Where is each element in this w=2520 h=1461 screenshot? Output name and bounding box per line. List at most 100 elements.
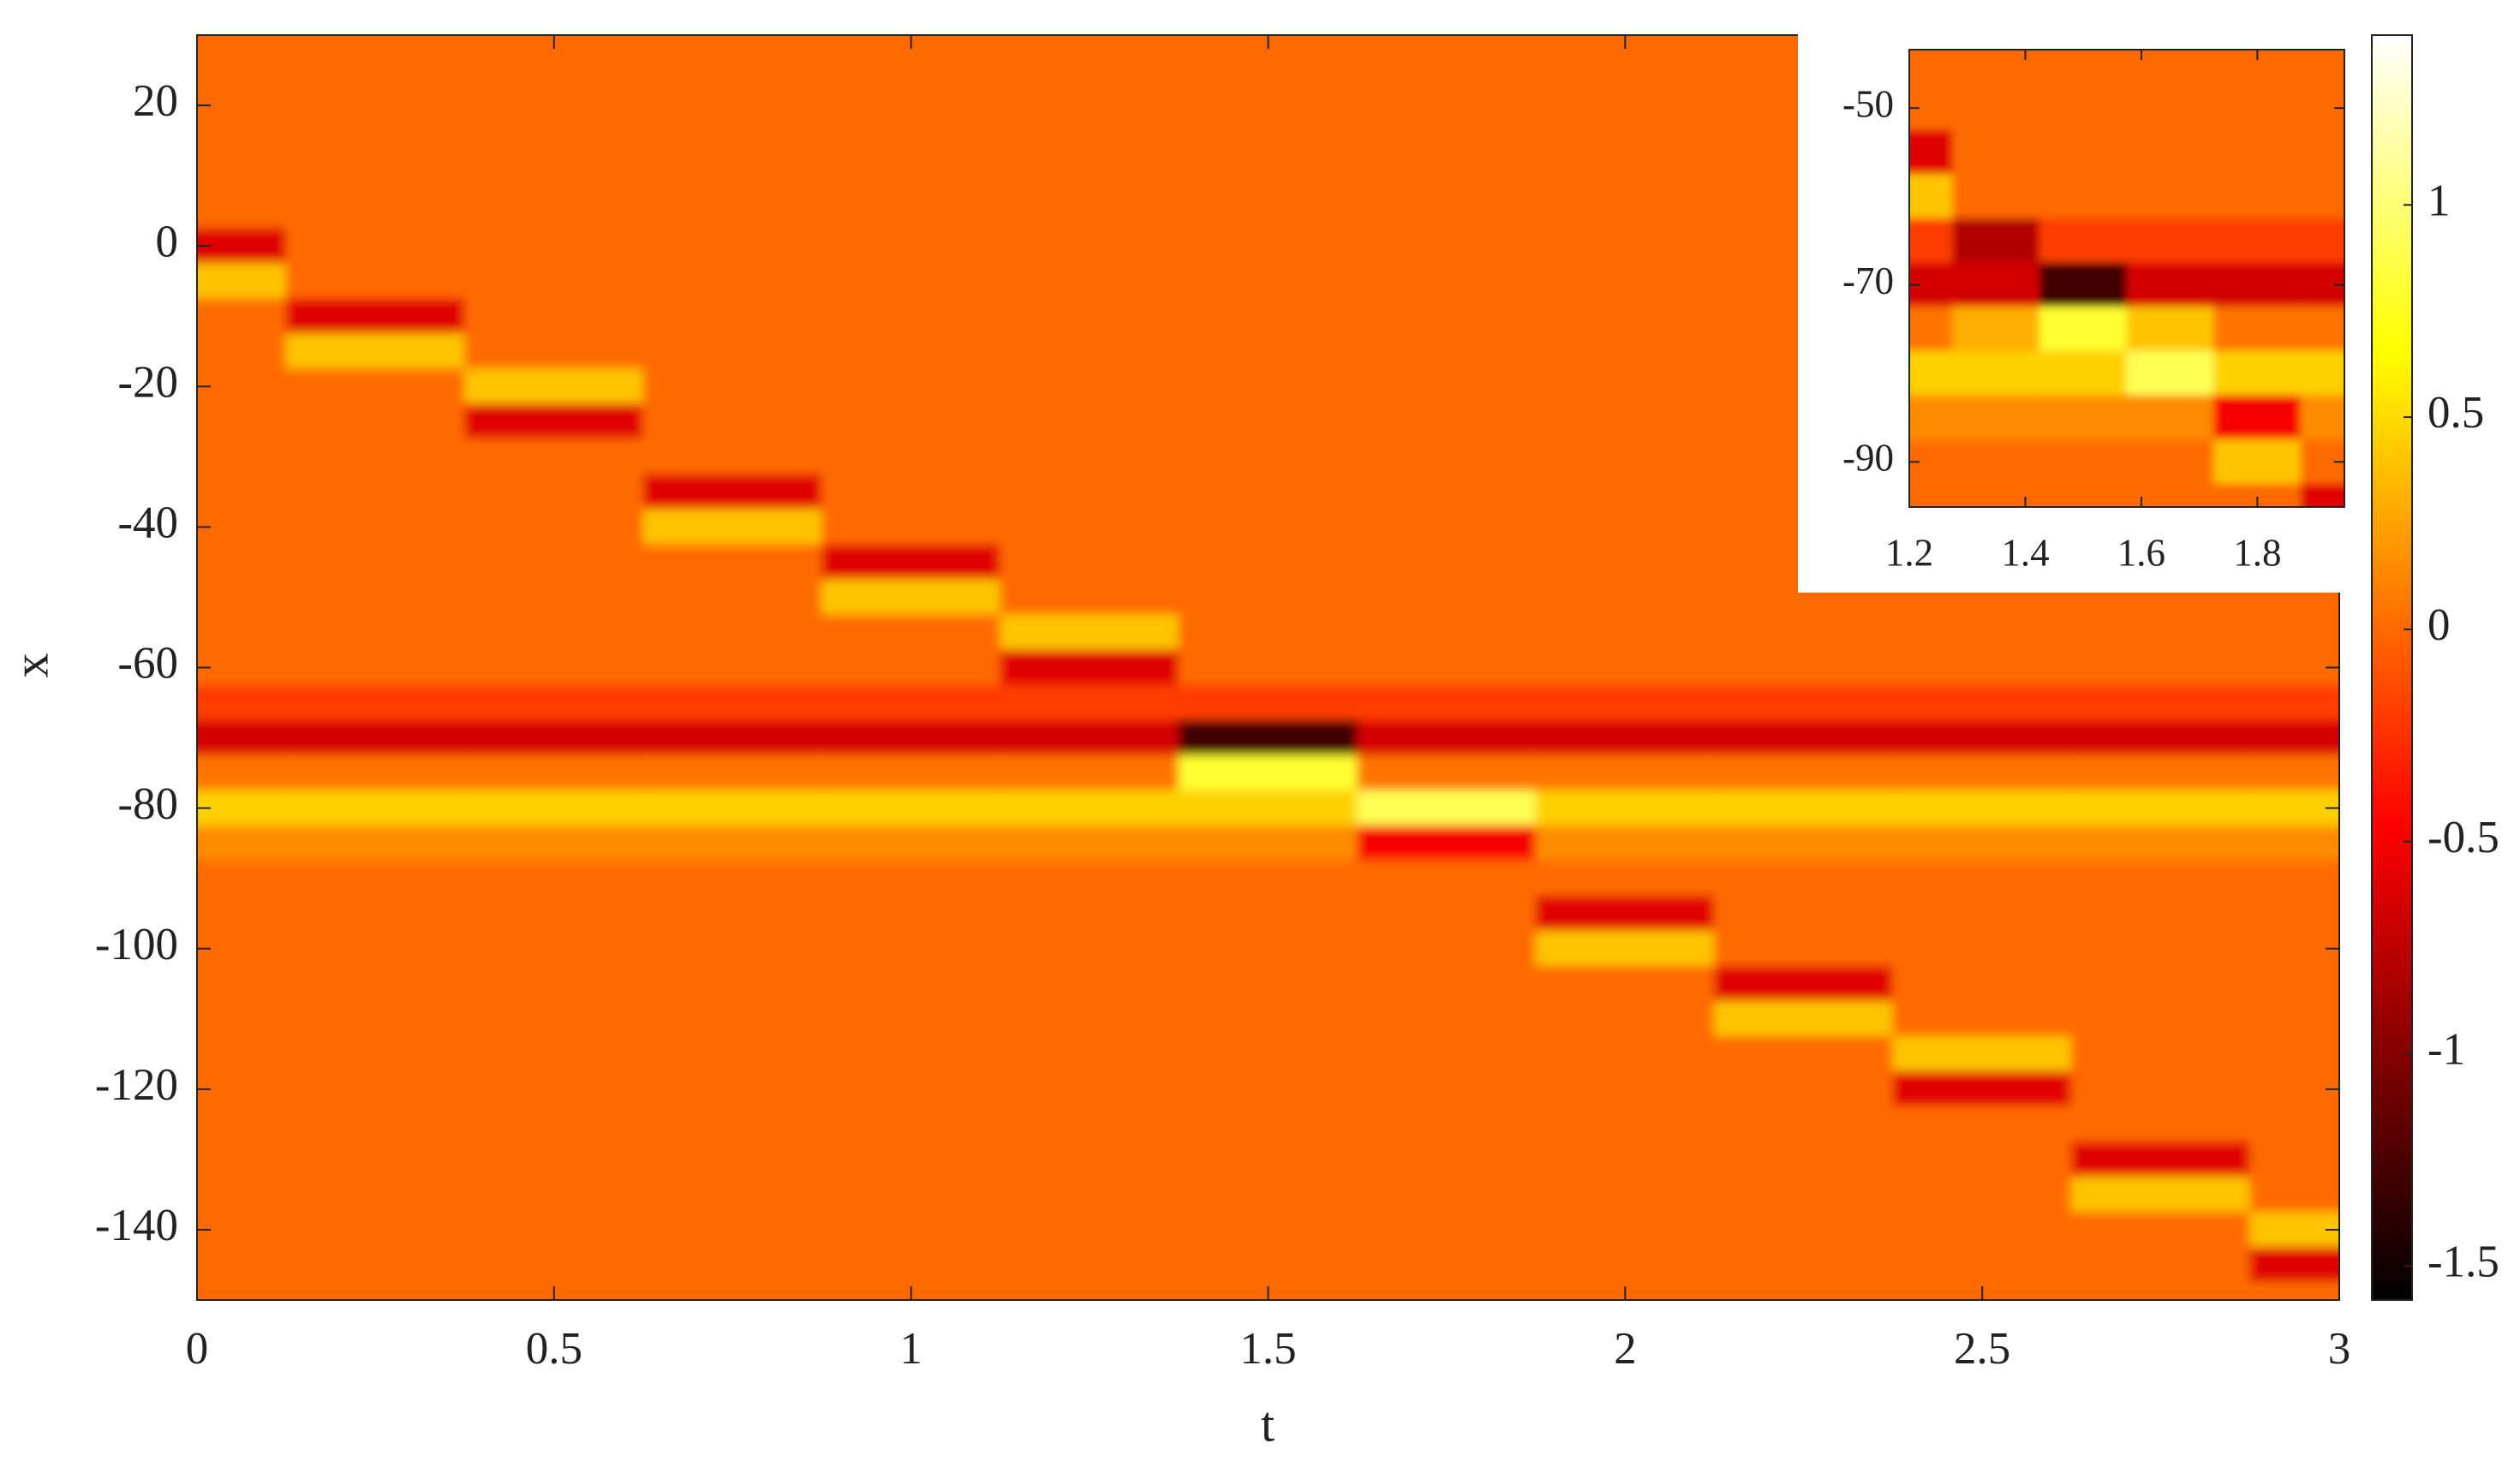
y-tick-label: -90 [1842, 437, 1894, 480]
heatmap-cell [1178, 1211, 1359, 1248]
heatmap-cell [2249, 1141, 2339, 1178]
heatmap-cell [1178, 1106, 1359, 1142]
heatmap-cell [1178, 509, 1359, 546]
heatmap-cell [1357, 52, 1537, 89]
heatmap-cell [1178, 649, 1359, 686]
heatmap-cell [285, 1211, 466, 1248]
heatmap-cell [1000, 1141, 1179, 1178]
heatmap-cell [464, 1000, 644, 1037]
heatmap-cell [2249, 1035, 2339, 1072]
heatmap-cell [1535, 1035, 1716, 1072]
heatmap-cell [1000, 228, 1179, 265]
heatmap-cell [197, 35, 287, 54]
heatmap-cell [1178, 368, 1359, 405]
heatmap-cell [2249, 649, 2339, 686]
heatmap-cell [1357, 790, 1537, 826]
heatmap-cell [2300, 350, 2344, 397]
heatmap-cell [1000, 895, 1179, 932]
heatmap-cell [464, 544, 644, 581]
heatmap-cell [1178, 263, 1359, 300]
heatmap-cell [1535, 1246, 1716, 1283]
heatmap-cell [642, 1211, 822, 1248]
heatmap-cell [464, 52, 644, 89]
heatmap-cell [285, 35, 466, 54]
heatmap-cell [642, 263, 822, 300]
heatmap-cell [464, 649, 644, 686]
heatmap-cell [1535, 860, 1716, 897]
heatmap-cell [197, 228, 287, 265]
heatmap-cell [1178, 825, 1359, 862]
heatmap-cell [1178, 860, 1359, 897]
heatmap-cell [1535, 614, 1716, 651]
heatmap-cell [2126, 439, 2215, 485]
heatmap-cell [1714, 1211, 1894, 1248]
heatmap-cell [2039, 483, 2128, 507]
heatmap-cell [2126, 350, 2215, 397]
heatmap-cell [464, 438, 644, 475]
heatmap-cell [1000, 368, 1179, 405]
heatmap [1909, 50, 2344, 507]
heatmap-cell [642, 1000, 822, 1037]
heatmap-cell [1535, 263, 1716, 300]
y-tick-label: -70 [1842, 259, 1894, 302]
heatmap-cell [2249, 684, 2339, 721]
heatmap-cell [821, 1106, 1001, 1142]
heatmap-cell [285, 754, 466, 791]
heatmap-cell [1714, 614, 1894, 651]
heatmap-cell [285, 895, 466, 932]
heatmap-cell [1892, 719, 2072, 756]
colorbar-tick-label: -0.5 [2427, 813, 2499, 862]
heatmap-cell [2126, 85, 2215, 131]
heatmap-cell [1357, 684, 1537, 721]
heatmap-cell [197, 193, 287, 230]
heatmap-cell [2039, 262, 2128, 308]
heatmap-cell [1892, 790, 2072, 826]
heatmap-cell [1535, 438, 1716, 475]
heatmap-cell [197, 403, 287, 440]
heatmap-cell [1178, 1035, 1359, 1072]
heatmap-cell [1892, 1176, 2072, 1213]
heatmap-cell [1714, 1106, 1894, 1142]
heatmap-cell [1535, 474, 1716, 510]
heatmap-cell [464, 193, 644, 230]
heatmap-cell [1535, 193, 1716, 230]
heatmap-cell [2213, 129, 2302, 176]
heatmap-cell [285, 1246, 466, 1283]
heatmap-cell [2300, 307, 2344, 352]
heatmap-cell [2039, 85, 2128, 131]
y-tick-label: 20 [133, 76, 178, 126]
heatmap-cell [285, 193, 466, 230]
heatmap-cell [1178, 87, 1359, 124]
x-tick-label: 0 [186, 1324, 209, 1374]
heatmap-cell [821, 1141, 1001, 1178]
heatmap-cell [285, 649, 466, 686]
heatmap-cell [1000, 930, 1179, 967]
heatmap-cell [1535, 719, 1716, 756]
heatmap-cell [1714, 1176, 1894, 1213]
heatmap-cell [285, 333, 466, 370]
heatmap-cell [197, 1035, 287, 1072]
heatmap-cell [2070, 1106, 2251, 1142]
heatmap-cell [821, 965, 1001, 1002]
heatmap-cell [197, 825, 287, 862]
heatmap-cell [1357, 1176, 1537, 1213]
heatmap-cell [1892, 825, 2072, 862]
heatmap-cell [1535, 1000, 1716, 1037]
heatmap-cell [1952, 439, 2040, 485]
x-axis-label: t [1261, 1396, 1275, 1452]
heatmap-cell [1000, 193, 1179, 230]
heatmap-cell [642, 228, 822, 265]
heatmap-cell [1000, 298, 1179, 335]
heatmap-cell [1535, 1106, 1716, 1142]
heatmap-cell [1357, 403, 1537, 440]
heatmap-cell [197, 158, 287, 194]
heatmap-cell [1892, 930, 2072, 967]
heatmap-cell [821, 1211, 1001, 1248]
heatmap-cell [642, 1141, 822, 1178]
heatmap-cell [1714, 930, 1894, 967]
heatmap-cell [821, 1176, 1001, 1213]
heatmap-cell [464, 684, 644, 721]
heatmap-cell [2070, 1141, 2251, 1178]
heatmap-cell [2039, 129, 2128, 176]
heatmap-cell [642, 52, 822, 89]
